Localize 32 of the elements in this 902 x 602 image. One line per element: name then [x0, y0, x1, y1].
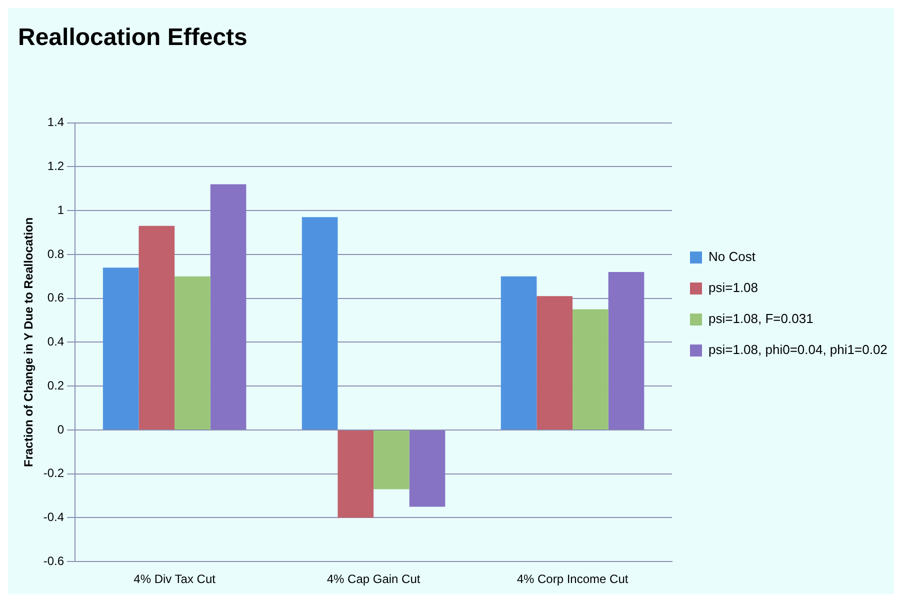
x-tick-label: 4% Div Tax Cut: [134, 572, 216, 586]
y-tick-label: -0.4: [43, 510, 64, 524]
bar: [210, 184, 246, 430]
legend-label: psi=1.08, F=0.031: [708, 311, 814, 326]
legend-label: psi=1.08: [708, 280, 758, 296]
bar: [302, 217, 338, 430]
legend-label: psi=1.08, phi0=0.04, phi1=0.02: [708, 342, 888, 358]
legend-label: No Cost: [708, 249, 756, 264]
bar: [174, 276, 210, 430]
y-tick-label: -0.2: [43, 466, 64, 480]
bar: [138, 226, 175, 430]
bar: [409, 430, 446, 507]
bar: [102, 268, 139, 430]
chart-title: Reallocation Effects: [18, 24, 248, 52]
y-tick-label: 0.2: [47, 378, 64, 392]
y-axis-title: Fraction of Change in Y Due to Reallocation: [22, 217, 36, 467]
x-tick-label: 4% Corp Income Cut: [516, 572, 629, 586]
y-tick-label: 1.2: [47, 158, 64, 173]
y-tick-label: 1.4: [47, 115, 64, 130]
bar: [338, 430, 374, 518]
y-tick-label: 0.6: [47, 290, 64, 305]
bar: [374, 430, 410, 490]
bar: [536, 296, 573, 430]
x-tick-label: 4% Cap Gain Cut: [326, 572, 421, 586]
y-tick-label: 0.8: [47, 246, 64, 261]
y-tick-label: -0.6: [43, 554, 64, 568]
y-tick-label: 0.4: [47, 334, 64, 349]
bar: [500, 276, 537, 430]
y-tick-label: 1: [57, 202, 64, 217]
bar: [572, 309, 608, 430]
bar: [608, 272, 644, 430]
y-tick-label: 0: [57, 422, 64, 436]
